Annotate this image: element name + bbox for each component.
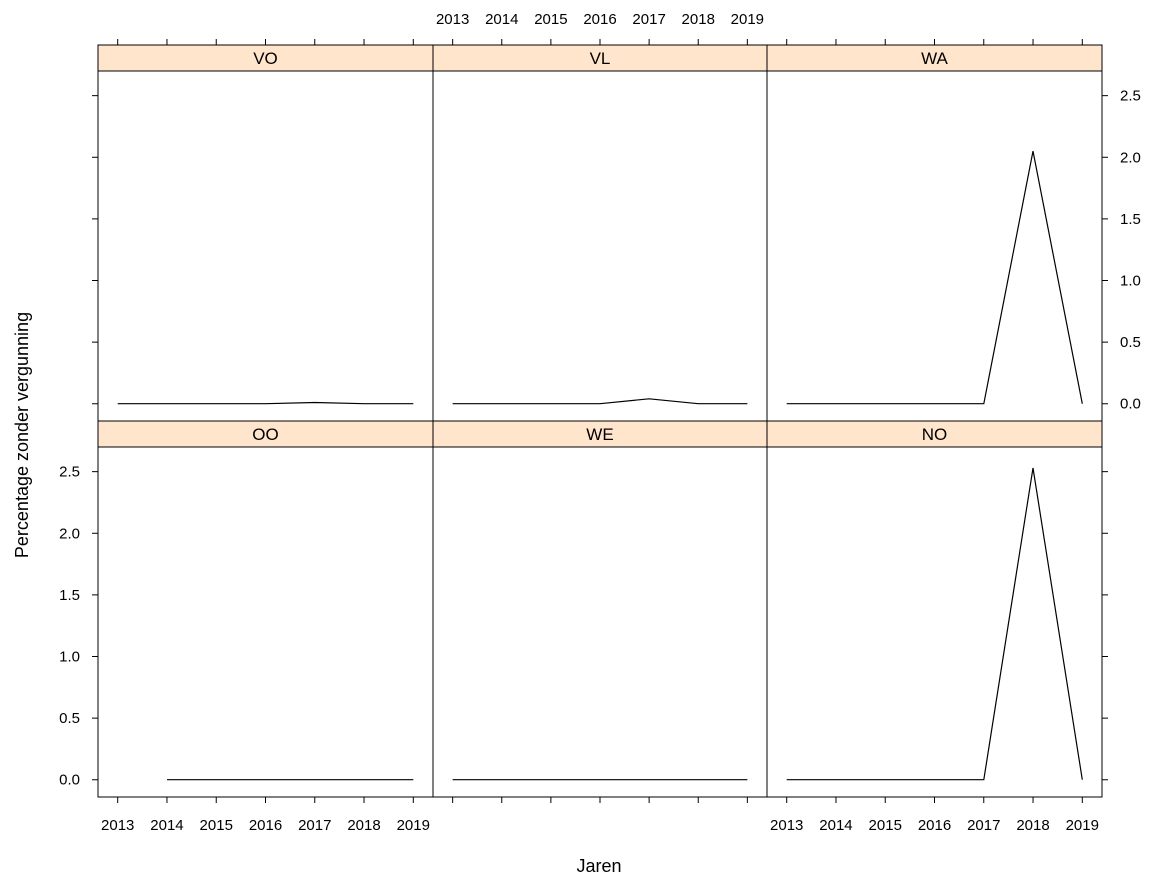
strip-vo <box>97 44 434 72</box>
y-tick-label-right-2.0: 2.0 <box>1120 149 1141 166</box>
strip-oo <box>97 420 434 448</box>
x-tick-label-bottom-no-2019: 2019 <box>1066 817 1099 834</box>
y-tick-label-left-1.0: 1.0 <box>59 649 80 666</box>
x-tick-label-bottom-oo-2018: 2018 <box>347 817 380 834</box>
panel-no: NO 2013 2014 2015 2016 2017 2018 2019 <box>766 420 1108 834</box>
x-tick-label-top-2018: 2018 <box>682 11 715 28</box>
x-tick-label-top-2017: 2017 <box>632 11 665 28</box>
panel-border-vl <box>432 70 768 422</box>
y-tick-label-right-2.5: 2.5 <box>1120 88 1141 105</box>
series-line-vo <box>117 401 414 405</box>
y-tick-label-right-0.5: 0.5 <box>1120 334 1141 351</box>
x-tick-label-top-2013: 2013 <box>436 11 469 28</box>
x-tick-label-bottom-no-2013: 2013 <box>770 817 803 834</box>
x-tick-label-bottom-oo-2014: 2014 <box>150 817 183 834</box>
panel-vo: VO <box>92 39 434 422</box>
series-line-wa <box>786 150 1083 405</box>
x-tick-label-bottom-oo-2013: 2013 <box>101 817 134 834</box>
y-tick-label-right-1.0: 1.0 <box>1120 273 1141 290</box>
panels: VO VL 2013 2014 2015 2016 2017 2018 2019 WA 0.0 0.5… <box>59 11 1141 834</box>
y-tick-label-left-0.0: 0.0 <box>59 772 80 789</box>
series-line-vl <box>452 398 748 405</box>
y-tick-label-left-2.0: 2.0 <box>59 525 80 542</box>
strip-label-vo: VO <box>253 49 278 68</box>
x-tick-label-top-2015: 2015 <box>534 11 567 28</box>
strip-no <box>766 420 1103 448</box>
x-tick-label-bottom-no-2015: 2015 <box>869 817 902 834</box>
panel-border-vo <box>97 70 434 422</box>
strip-label-we: WE <box>586 425 613 444</box>
y-tick-label-left-0.5: 0.5 <box>59 710 80 727</box>
y-tick-label-right-0.0: 0.0 <box>1120 396 1141 413</box>
panel-wa: WA 0.0 0.5 1.0 1.5 2.0 2.5 <box>766 39 1141 422</box>
x-tick-label-top-2014: 2014 <box>485 11 518 28</box>
strip-label-wa: WA <box>921 49 948 68</box>
y-tick-label-left-2.5: 2.5 <box>59 464 80 481</box>
x-tick-label-top-2019: 2019 <box>731 11 764 28</box>
x-tick-label-bottom-no-2017: 2017 <box>967 817 1000 834</box>
strip-label-oo: OO <box>252 425 278 444</box>
strip-we <box>432 420 768 448</box>
x-tick-label-bottom-oo-2015: 2015 <box>200 817 233 834</box>
y-tick-label-right-1.5: 1.5 <box>1120 211 1141 228</box>
strip-wa <box>766 44 1103 72</box>
x-tick-label-bottom-oo-2019: 2019 <box>397 817 430 834</box>
x-tick-label-bottom-no-2014: 2014 <box>819 817 852 834</box>
panel-border-we <box>432 446 768 798</box>
panel-border-oo <box>97 446 434 798</box>
x-tick-label-bottom-oo-2017: 2017 <box>298 817 331 834</box>
y-tick-label-left-1.5: 1.5 <box>59 587 80 604</box>
panel-border-no <box>766 446 1103 798</box>
y-axis-title: Percentage zonder vergunning <box>12 312 32 558</box>
x-tick-label-top-2016: 2016 <box>583 11 616 28</box>
series-line-no <box>786 467 1083 781</box>
x-tick-label-bottom-oo-2016: 2016 <box>249 817 282 834</box>
x-axis-title: Jaren <box>576 856 621 876</box>
x-tick-label-bottom-no-2016: 2016 <box>918 817 951 834</box>
strip-label-no: NO <box>922 425 948 444</box>
strip-label-vl: VL <box>590 49 611 68</box>
panel-we: WE <box>432 420 768 803</box>
x-tick-label-bottom-no-2018: 2018 <box>1016 817 1049 834</box>
panel-vl: VL 2013 2014 2015 2016 2017 2018 2019 <box>432 11 768 422</box>
panel-oo: OO 2013 2014 2015 2016 2017 2018 2019 0.0 0.5 1.0 1… <box>59 420 434 834</box>
